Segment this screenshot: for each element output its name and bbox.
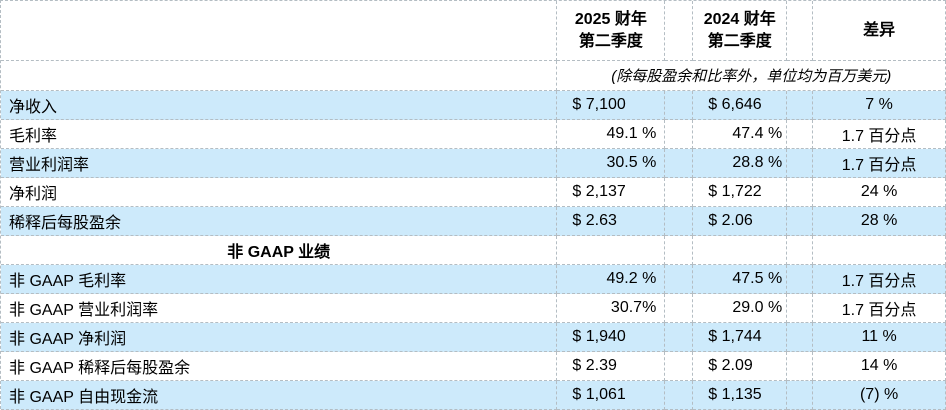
header-empty-cell <box>1 1 558 61</box>
fiscal-2025-q2-line1: 2025 财年 <box>574 10 647 28</box>
fiscal-2024-q2-line2: 第二季度 <box>707 32 772 50</box>
empty-cell <box>693 236 788 265</box>
row-label: 净利润 <box>1 178 558 207</box>
table-header-row: 2025 财年 第二季度 2024 财年 第二季度 差异 <box>1 1 946 61</box>
value-fy2025-q2: $ 2,137 <box>557 178 666 207</box>
value-fy2024-q2: $ 1,722 <box>693 178 788 207</box>
value-fy2024-q2: 47.4 % <box>693 120 788 149</box>
spacer-cell <box>787 149 814 178</box>
spacer-cell <box>665 323 694 352</box>
section-header-non-gaap: 非 GAAP 业绩 <box>1 236 558 265</box>
spacer-cell <box>787 381 814 410</box>
table-row: 非 GAAP 营业利润率 30.7% 29.0 % 1.7 百分点 <box>1 294 946 323</box>
spacer-cell <box>787 120 814 149</box>
value-fy2024-q2: $ 2.09 <box>693 352 788 381</box>
table-row: 净利润 $ 2,137 $ 1,722 24 % <box>1 178 946 207</box>
value-difference: 1.7 百分点 <box>813 149 946 178</box>
value-difference: 14 % <box>813 352 946 381</box>
value-fy2024-q2: $ 6,646 <box>693 91 788 120</box>
difference-column-header: 差异 <box>813 1 946 61</box>
empty-cell <box>813 236 946 265</box>
spacer-cell <box>665 236 694 265</box>
spacer-cell <box>665 120 694 149</box>
row-label: 非 GAAP 稀释后每股盈余 <box>1 352 558 381</box>
table-row: 非 GAAP 自由现金流 $ 1,061 $ 1,135 (7) % <box>1 381 946 410</box>
table-row: 净收入 $ 7,100 $ 6,646 7 % <box>1 91 946 120</box>
spacer-cell <box>787 294 814 323</box>
spacer-cell <box>787 265 814 294</box>
fiscal-2025-q2-line2: 第二季度 <box>578 32 643 50</box>
value-fy2024-q2: 29.0 % <box>693 294 788 323</box>
units-note: (除每股盈余和比率外，单位均为百万美元) <box>557 61 946 91</box>
units-note-empty-cell <box>1 61 558 91</box>
value-difference: 7 % <box>813 91 946 120</box>
row-label: 非 GAAP 自由现金流 <box>1 381 558 410</box>
value-fy2024-q2: $ 1,744 <box>693 323 788 352</box>
spacer-cell <box>665 1 694 61</box>
row-label: 净收入 <box>1 91 558 120</box>
table-row: 营业利润率 30.5 % 28.8 % 1.7 百分点 <box>1 149 946 178</box>
value-difference: 1.7 百分点 <box>813 294 946 323</box>
difference-header-label: 差异 <box>863 21 896 39</box>
fiscal-2024-q2-line1: 2024 财年 <box>703 10 776 28</box>
fiscal-2024-q2-column-header: 2024 财年 第二季度 <box>693 1 788 61</box>
spacer-cell <box>787 1 814 61</box>
table-body: 净收入 $ 7,100 $ 6,646 7 % 毛利率 49.1 % 47.4 … <box>1 91 946 410</box>
fiscal-2025-q2-column-header: 2025 财年 第二季度 <box>557 1 666 61</box>
value-fy2025-q2: 30.5 % <box>557 149 666 178</box>
row-label: 非 GAAP 毛利率 <box>1 265 558 294</box>
row-label: 营业利润率 <box>1 149 558 178</box>
spacer-cell <box>665 381 694 410</box>
spacer-cell <box>787 352 814 381</box>
value-fy2025-q2: $ 1,061 <box>557 381 666 410</box>
value-difference: (7) % <box>813 381 946 410</box>
table-row: 非 GAAP 稀释后每股盈余 $ 2.39 $ 2.09 14 % <box>1 352 946 381</box>
value-fy2024-q2: $ 2.06 <box>693 207 788 236</box>
value-fy2024-q2: $ 1,135 <box>693 381 788 410</box>
value-fy2025-q2: $ 1,940 <box>557 323 666 352</box>
value-difference: 11 % <box>813 323 946 352</box>
spacer-cell <box>665 294 694 323</box>
value-fy2025-q2: $ 2.63 <box>557 207 666 236</box>
section-header-row: 非 GAAP 业绩 <box>1 236 946 265</box>
spacer-cell <box>665 91 694 120</box>
spacer-cell <box>787 236 814 265</box>
value-difference: 1.7 百分点 <box>813 265 946 294</box>
spacer-cell <box>787 323 814 352</box>
value-difference: 24 % <box>813 178 946 207</box>
row-label: 毛利率 <box>1 120 558 149</box>
empty-cell <box>557 236 666 265</box>
table-row: 非 GAAP 净利润 $ 1,940 $ 1,744 11 % <box>1 323 946 352</box>
spacer-cell <box>665 178 694 207</box>
spacer-cell <box>665 352 694 381</box>
table-row: 毛利率 49.1 % 47.4 % 1.7 百分点 <box>1 120 946 149</box>
row-label: 非 GAAP 净利润 <box>1 323 558 352</box>
spacer-cell <box>787 207 814 236</box>
spacer-cell <box>787 91 814 120</box>
value-fy2025-q2: 49.1 % <box>557 120 666 149</box>
value-difference: 28 % <box>813 207 946 236</box>
spacer-cell <box>665 149 694 178</box>
value-fy2025-q2: $ 2.39 <box>557 352 666 381</box>
value-fy2025-q2: $ 7,100 <box>557 91 666 120</box>
value-fy2025-q2: 49.2 % <box>557 265 666 294</box>
spacer-cell <box>665 265 694 294</box>
value-difference: 1.7 百分点 <box>813 120 946 149</box>
value-fy2025-q2: 30.7% <box>557 294 666 323</box>
value-fy2024-q2: 47.5 % <box>693 265 788 294</box>
spacer-cell <box>787 178 814 207</box>
table-row: 稀释后每股盈余 $ 2.63 $ 2.06 28 % <box>1 207 946 236</box>
table-row: 非 GAAP 毛利率 49.2 % 47.5 % 1.7 百分点 <box>1 265 946 294</box>
row-label: 稀释后每股盈余 <box>1 207 558 236</box>
units-note-row: (除每股盈余和比率外，单位均为百万美元) <box>1 61 946 91</box>
value-fy2024-q2: 28.8 % <box>693 149 788 178</box>
spacer-cell <box>665 207 694 236</box>
row-label: 非 GAAP 营业利润率 <box>1 294 558 323</box>
